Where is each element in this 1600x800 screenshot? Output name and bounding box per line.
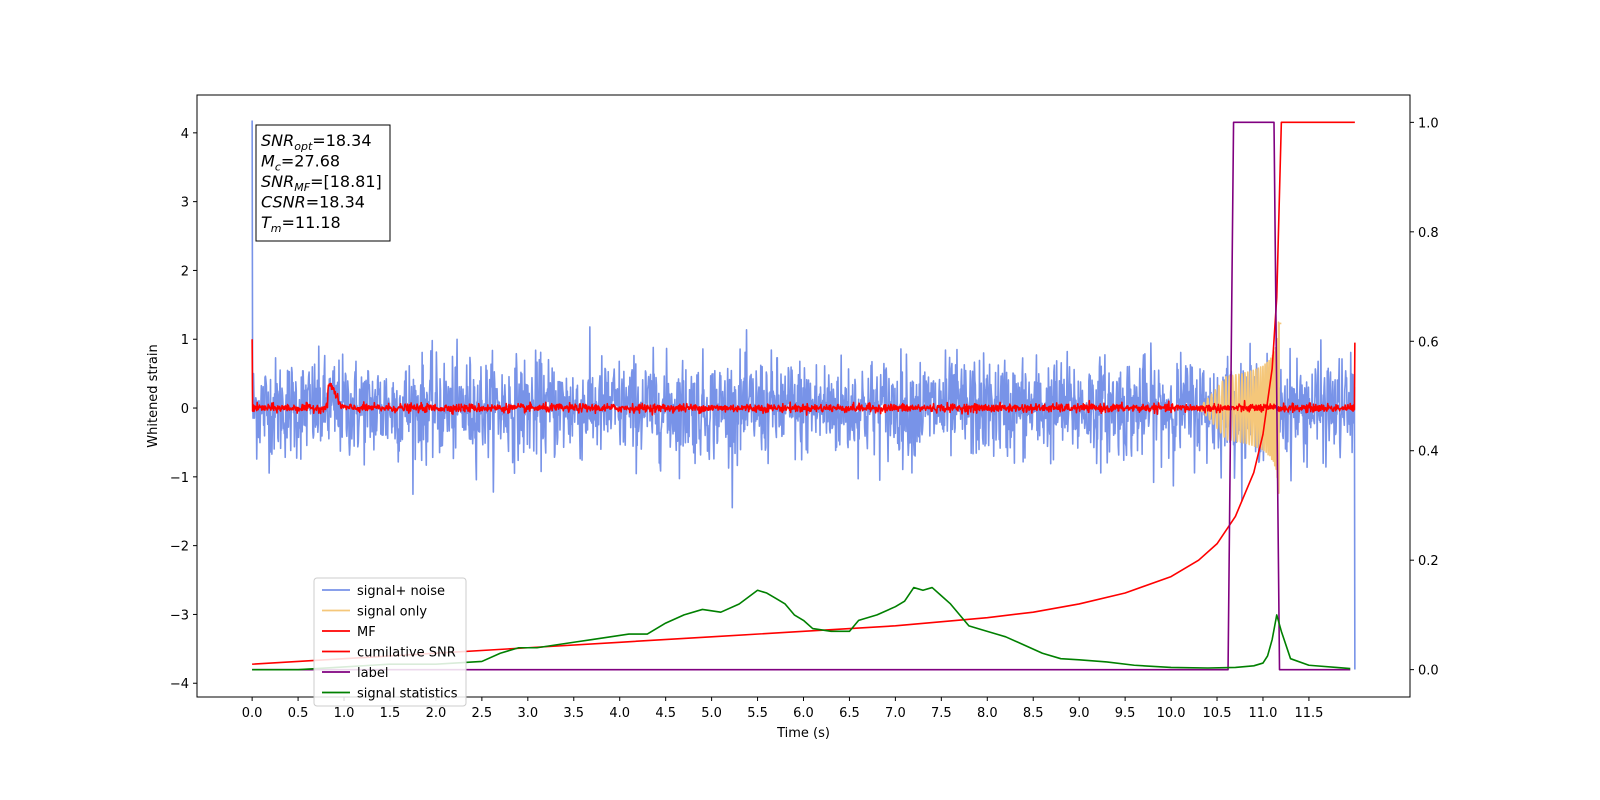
x-tick-label: 4.0 (609, 706, 630, 721)
annotation-box: SNRopt=18.34Mc=27.68SNRMF=[18.81]CSNR=18… (255, 124, 391, 242)
y2-tick-label: 0.0 (1418, 664, 1439, 679)
x-tick-label: 0.5 (288, 706, 309, 721)
x-tick-label: 5.5 (747, 706, 768, 721)
x-tick-label: 7.0 (885, 706, 906, 721)
x-tick-label: 2.5 (472, 706, 493, 721)
x-tick-label: 11.0 (1248, 706, 1277, 721)
y-tick-label: 0 (181, 402, 189, 417)
y2-tick-label: 0.6 (1418, 335, 1439, 350)
x-tick-label: 5.0 (701, 706, 722, 721)
x-tick-label: 9.5 (1115, 706, 1136, 721)
x-tick-label: 2.0 (426, 706, 447, 721)
y-tick-label: −2 (170, 540, 189, 555)
annotation-line: SNRopt=18.34 (261, 131, 372, 153)
y2-tick-label: 0.4 (1418, 445, 1439, 460)
y-tick-label: 4 (181, 127, 189, 142)
x-tick-label: 10.0 (1157, 706, 1186, 721)
y-axis-left: 4 3 2 1 0 −1 −2 −3 −4 (170, 127, 197, 692)
x-tick-label: 3.0 (517, 706, 538, 721)
y-tick-label: 3 (181, 196, 189, 211)
annotation-line: SNRMF=[18.81] (261, 172, 382, 194)
x-tick-label: 4.5 (655, 706, 676, 721)
x-tick-label: 6.0 (793, 706, 814, 721)
annotation-line: Mc=27.68 (261, 152, 340, 174)
series-mf (251, 339, 1356, 416)
x-tick-label: 10.5 (1203, 706, 1232, 721)
x-axis: 0.0 0.5 1.0 1.5 2.0 2.5 3.0 3.5 4.0 4.5 5.0 5.5 6.0 6… (242, 697, 1323, 721)
y2-tick-label: 1.0 (1418, 116, 1439, 131)
x-tick-label: 9.0 (1069, 706, 1090, 721)
legend-label: signal only (357, 605, 427, 620)
x-axis-label: Time (s) (776, 726, 830, 741)
y2-tick-label: 0.8 (1418, 226, 1439, 241)
y2-tick-label: 0.2 (1418, 554, 1439, 569)
series-label (252, 121, 1351, 671)
y-tick-label: −4 (170, 677, 189, 692)
x-tick-label: 1.5 (380, 706, 401, 721)
x-tick-label: 8.0 (977, 706, 998, 721)
legend-label: MF (357, 625, 376, 640)
annotation-line: CSNR=18.34 (261, 193, 365, 212)
legend-label: cumilative SNR (357, 646, 456, 661)
x-tick-label: 3.5 (563, 706, 584, 721)
legend-label: label (357, 666, 388, 681)
x-tick-label: 0.0 (242, 706, 263, 721)
y-tick-label: −3 (170, 608, 189, 623)
x-tick-label: 1.0 (334, 706, 355, 721)
y-tick-label: 1 (181, 333, 189, 348)
legend-label: signal+ noise (357, 584, 445, 599)
y-tick-label: 2 (181, 264, 189, 279)
data-layer (251, 120, 1356, 671)
x-tick-label: 6.5 (839, 706, 860, 721)
legend: signal+ noise signal only MF cumilative SNR… (313, 577, 467, 707)
legend-label: signal statistics (357, 687, 458, 702)
x-tick-label: 7.5 (931, 706, 952, 721)
series-signal-statistics (252, 586, 1351, 671)
x-tick-label: 11.5 (1294, 706, 1323, 721)
y-axis-label: Whitened strain (146, 344, 161, 447)
y-axis-right: 1.0 0.8 0.6 0.4 0.2 0.0 (1410, 116, 1439, 679)
series-signal-noise (251, 120, 1356, 670)
annotation-line: Tm=11.18 (261, 213, 341, 235)
x-tick-label: 8.5 (1023, 706, 1044, 721)
y-tick-label: −1 (170, 471, 189, 486)
